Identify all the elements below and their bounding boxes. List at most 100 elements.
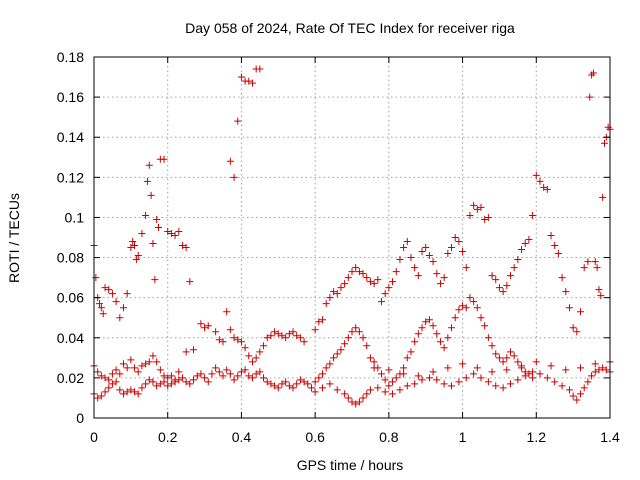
data-point: [389, 390, 397, 398]
data-point: [359, 270, 367, 278]
data-point: [333, 386, 341, 394]
x-tick-label: 0: [90, 429, 98, 445]
data-point: [319, 316, 327, 324]
data-point: [499, 358, 507, 366]
data-point: [212, 364, 220, 372]
data-point: [414, 272, 422, 280]
x-tick-label: 1.2: [527, 429, 547, 445]
data-point: [400, 364, 408, 372]
data-point: [521, 372, 529, 380]
data-point: [418, 248, 426, 256]
data-point: [112, 366, 120, 374]
data-point: [385, 382, 393, 390]
data-point: [252, 354, 260, 362]
data-point: [488, 368, 496, 376]
grid: [94, 57, 610, 418]
data-point: [565, 304, 573, 312]
data-point: [230, 173, 238, 181]
x-tick-label: 0.2: [158, 429, 178, 445]
data-point: [219, 338, 227, 346]
data-point: [492, 276, 500, 284]
data-point: [488, 342, 496, 350]
data-point: [554, 250, 562, 258]
data-point: [381, 376, 389, 384]
y-tick-label: 0.18: [57, 49, 84, 65]
data-point: [584, 378, 592, 386]
data-point: [492, 382, 500, 390]
data-point: [108, 290, 116, 298]
data-point: [484, 213, 492, 221]
data-point: [506, 272, 514, 280]
data-point: [573, 328, 581, 336]
data-point: [101, 374, 109, 382]
data-point: [499, 384, 507, 392]
data-point: [481, 322, 489, 330]
data-point: [97, 392, 105, 400]
data-point: [400, 244, 408, 252]
data-point: [562, 288, 570, 296]
data-point: [440, 344, 448, 352]
data-point: [112, 298, 120, 306]
data-point: [580, 384, 588, 392]
data-point: [315, 374, 323, 382]
data-point: [101, 284, 109, 292]
data-point: [197, 320, 205, 328]
data-point: [182, 348, 190, 356]
data-point: [330, 354, 338, 362]
data-point: [348, 268, 356, 276]
y-tick-label: 0.12: [57, 169, 84, 185]
data-point: [586, 93, 594, 101]
y-axis-tick-labels: 0 0.02 0.04 0.06 0.08 0.1 0.12 0.14 0.16 0.18: [57, 49, 84, 426]
data-point: [341, 340, 349, 348]
data-point: [359, 394, 367, 402]
data-point: [175, 368, 183, 376]
data-point: [455, 238, 463, 246]
data-point: [484, 334, 492, 342]
data-point: [459, 302, 467, 310]
data-point: [355, 328, 363, 336]
data-point: [529, 211, 537, 219]
data-point: [389, 278, 397, 286]
data-point: [444, 250, 452, 258]
data-point: [551, 378, 559, 386]
data-point: [492, 350, 500, 358]
data-point: [499, 288, 507, 296]
data-point: [171, 231, 179, 239]
y-tick-label: 0.16: [57, 89, 84, 105]
data-point: [599, 193, 607, 201]
data-point: [473, 205, 481, 213]
data-point: [577, 364, 585, 372]
data-point: [123, 290, 131, 298]
data-point: [440, 380, 448, 388]
data-point: [131, 364, 139, 372]
data-point: [300, 378, 308, 386]
data-point: [400, 370, 408, 378]
data-point: [293, 380, 301, 388]
data-point: [296, 376, 304, 384]
data-point: [352, 264, 360, 272]
data-point: [256, 368, 264, 376]
data-point: [547, 231, 555, 239]
data-point: [532, 358, 540, 366]
data-point: [149, 240, 157, 248]
x-tick-label: 0.6: [305, 429, 325, 445]
y-axis-label: ROTI / TECUs: [6, 193, 22, 283]
data-point: [444, 334, 452, 342]
data-point: [164, 382, 172, 390]
data-point: [315, 318, 323, 326]
data-point: [374, 384, 382, 392]
data-point: [440, 274, 448, 282]
data-point: [234, 336, 242, 344]
data-point: [142, 360, 150, 368]
data-point: [418, 324, 426, 332]
data-point: [215, 336, 223, 344]
data-point: [263, 334, 271, 342]
data-point: [580, 264, 588, 272]
data-point: [470, 298, 478, 306]
data-point: [237, 338, 245, 346]
data-point: [558, 274, 566, 282]
data-point: [186, 380, 194, 388]
data-point: [326, 294, 334, 302]
data-point: [256, 348, 264, 356]
